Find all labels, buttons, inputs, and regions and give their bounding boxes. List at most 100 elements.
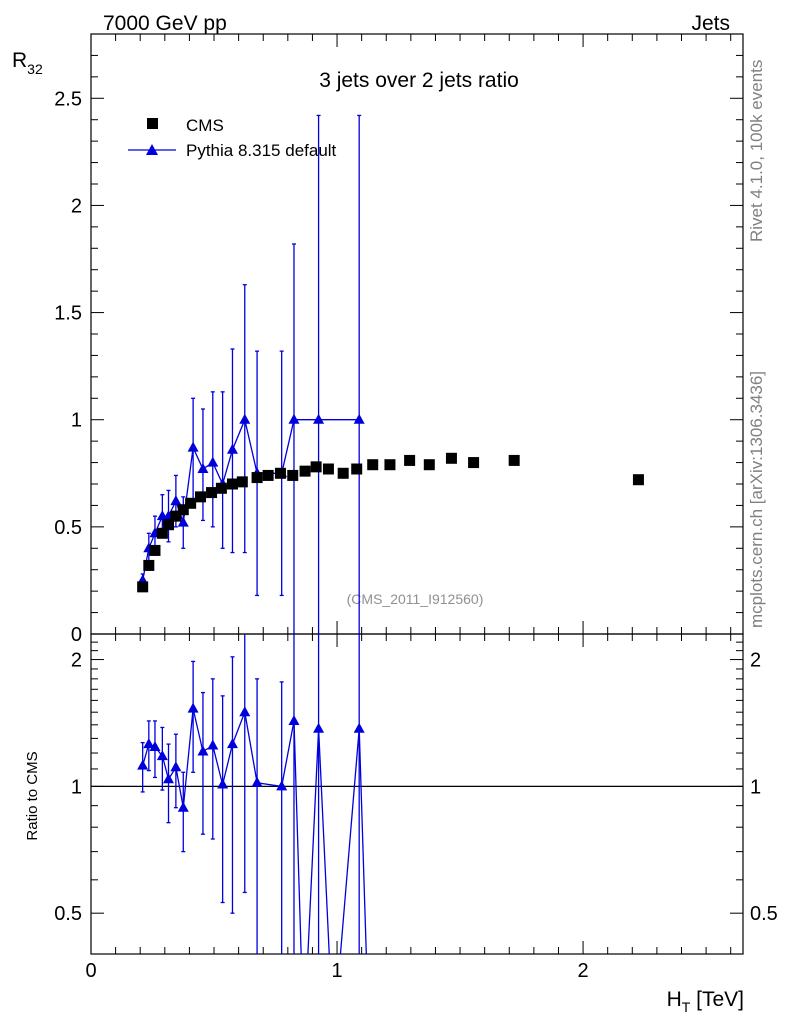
pythia-point — [313, 413, 325, 424]
x-axis-label: HT [TeV] — [667, 988, 744, 1015]
ratio-point — [276, 780, 288, 791]
legend-cms-marker — [147, 118, 158, 129]
cms-point — [185, 497, 197, 509]
cms-point — [445, 452, 457, 464]
ratio-panel-data — [91, 634, 743, 954]
ratio-point — [239, 706, 251, 717]
legend-pythia-label: Pythia 8.315 default — [186, 141, 337, 160]
ratio-panel-ticks: 0.5 0.5 1 1 2 2 0 1 2 — [54, 634, 778, 982]
cms-point — [149, 544, 161, 556]
cms-point — [170, 510, 182, 522]
x-axis-unit: [TeV] — [690, 988, 744, 1011]
pythia-point — [239, 413, 251, 424]
ratio-y-tick-label: 1 — [71, 776, 82, 798]
main-panel: 0 0.5 1 1.5 2 2.5 3 jets over 2 jets ratio R3… — [12, 33, 744, 646]
ratio-point — [207, 739, 219, 750]
ratio-y-axis-label: Ratio to CMS — [24, 751, 41, 840]
ratio-y-tick-label-right: 2 — [750, 650, 761, 672]
cms-point — [404, 454, 416, 466]
pythia-point — [353, 413, 365, 424]
cms-point — [274, 467, 286, 479]
ratio-y-tick-label: 0.5 — [54, 903, 82, 925]
ratio-point — [137, 759, 149, 770]
header-process-label: Jets — [691, 12, 730, 35]
ratio-point — [313, 722, 325, 733]
cms-point — [206, 487, 218, 499]
cms-point — [137, 581, 149, 593]
cms-point — [163, 519, 175, 531]
cms-point — [287, 469, 299, 481]
ratio-point — [197, 745, 209, 756]
main-y-tick-label: 2.5 — [54, 88, 82, 110]
main-y-tick-label: 2 — [71, 195, 82, 217]
ratio-y-tick-label-right: 1 — [750, 776, 761, 798]
header-collision-label: 7000 GeV pp — [103, 12, 227, 35]
cms-point — [384, 459, 396, 471]
main-y-tick-label: 1.5 — [54, 303, 82, 325]
x-axis-subscript: T — [682, 999, 691, 1015]
analysis-id-label: (CMS_2011_I912560) — [347, 591, 484, 607]
pythia-point — [207, 456, 219, 467]
ratio-point — [163, 773, 175, 784]
x-tick-label: 0 — [85, 960, 96, 982]
cms-point — [310, 461, 322, 473]
cms-point — [632, 474, 644, 486]
cms-point — [143, 559, 155, 571]
pythia-point — [288, 413, 300, 424]
ratio-point — [143, 738, 155, 749]
cms-point — [251, 472, 263, 484]
legend-pythia-marker — [146, 144, 158, 155]
legend: CMS Pythia 8.315 default — [128, 116, 337, 160]
pythia-point — [187, 441, 199, 452]
legend-cms-label: CMS — [186, 116, 224, 135]
cms-point — [236, 476, 248, 488]
main-y-tick-label: 0.5 — [54, 517, 82, 539]
ratio-point — [149, 741, 161, 752]
ratio-point — [226, 738, 238, 749]
cms-point — [337, 467, 349, 479]
cms-point — [322, 463, 334, 475]
ratio-y-tick-label: 2 — [71, 650, 82, 672]
main-y-tick-label: 0 — [71, 624, 82, 646]
ratio-point — [353, 722, 365, 733]
x-tick-label: 2 — [578, 960, 589, 982]
ratio-point — [156, 750, 168, 761]
cms-point — [194, 491, 206, 503]
ratio-point — [187, 702, 199, 713]
cms-point — [156, 527, 168, 539]
ratio-panel-frame — [90, 633, 744, 955]
cms-point — [215, 482, 227, 494]
ratio-y-tick-label-right: 0.5 — [750, 903, 778, 925]
pythia-point — [177, 516, 189, 527]
cms-point — [177, 504, 189, 516]
x-axis-symbol: H — [667, 988, 682, 1011]
ratio-point — [177, 801, 189, 812]
main-y-axis-label: R32 — [12, 49, 43, 77]
cms-point — [299, 465, 311, 477]
main-y-axis-symbol: R — [12, 49, 27, 72]
main-y-axis-subscript: 32 — [27, 61, 43, 77]
pythia-point — [197, 463, 209, 473]
ratio-point — [170, 761, 182, 772]
ratio-point — [251, 776, 263, 787]
pythia-point — [226, 443, 238, 454]
cms-point — [367, 459, 379, 471]
ratio-panel: 0.5 0.5 1 1 2 2 0 1 2 Ratio to CMS HT [TeV] — [24, 633, 778, 1015]
cms-point — [262, 469, 274, 481]
main-panel-data — [137, 114, 644, 634]
main-panel-ticks: 0 0.5 1 1.5 2 2.5 — [54, 34, 743, 646]
rivet-version-note: Rivet 4.1.0, 100k events — [747, 60, 766, 242]
cms-point — [423, 459, 435, 471]
ratio-point — [288, 714, 300, 725]
cms-point — [351, 463, 363, 475]
cms-point — [468, 457, 480, 469]
cms-point — [508, 454, 520, 466]
mcplots-reference-note: mcplots.cern.ch [arXiv:1306.3436] — [747, 371, 766, 628]
ratio-point — [217, 778, 229, 789]
cms-point — [226, 478, 238, 490]
x-tick-label: 1 — [331, 960, 342, 982]
main-y-tick-label: 1 — [71, 410, 82, 432]
main-chart-title: 3 jets over 2 jets ratio — [319, 69, 519, 92]
